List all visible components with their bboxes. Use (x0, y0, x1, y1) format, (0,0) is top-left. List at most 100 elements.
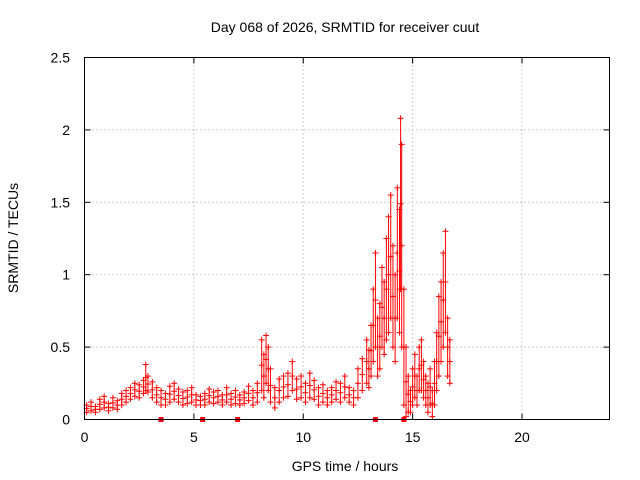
data-point (101, 404, 108, 411)
data-point (241, 388, 248, 395)
data-point (446, 380, 453, 387)
data-point (254, 389, 261, 396)
data-point (370, 358, 377, 365)
data-point (153, 384, 160, 391)
data-point (363, 336, 370, 343)
data-point (153, 399, 160, 406)
data-point (241, 400, 248, 407)
data-point (368, 373, 375, 380)
data-point (422, 373, 429, 380)
data-point (193, 396, 200, 403)
data-point (179, 402, 186, 409)
data-point (267, 382, 274, 389)
grid (84, 57, 610, 420)
data-point (201, 390, 208, 397)
chart-title: Day 068 of 2026, SRMTID for receiver cuu… (211, 19, 480, 35)
data-point (311, 377, 318, 384)
data-point (245, 383, 252, 390)
data-point (254, 380, 261, 387)
data-point (414, 402, 420, 409)
data-point (354, 394, 361, 401)
data-point (302, 399, 309, 406)
data-point (306, 382, 313, 389)
data-point (219, 396, 226, 403)
data-point (201, 402, 208, 409)
data-point (319, 381, 326, 388)
data-point (389, 242, 396, 249)
data-point (324, 394, 331, 401)
data-point (328, 384, 335, 391)
data-point (101, 393, 108, 400)
data-point (315, 393, 322, 400)
data-point (210, 400, 217, 407)
data-point (394, 184, 401, 191)
x-tick-label: 10 (295, 429, 311, 445)
data-point (193, 391, 200, 398)
data-point (298, 383, 305, 390)
data-point (158, 387, 165, 394)
data-point (381, 351, 388, 358)
data-point (171, 388, 178, 395)
data-point (123, 387, 130, 394)
data-point (284, 381, 291, 388)
data-point (131, 380, 138, 387)
data-point (241, 394, 248, 401)
data-point (376, 365, 383, 372)
x-tick-label: 0 (81, 429, 89, 445)
data-point (123, 393, 130, 400)
data-point (96, 406, 103, 413)
data-point (123, 399, 130, 406)
data-point (245, 397, 252, 404)
data-point (284, 393, 291, 400)
data-point (184, 394, 191, 401)
data-point (405, 373, 412, 380)
data-point (223, 391, 230, 398)
data-points (83, 115, 453, 420)
data-point (153, 391, 160, 398)
data-point (438, 358, 445, 365)
data-point (236, 391, 243, 398)
data-point (379, 264, 385, 271)
plot-frame (84, 57, 610, 420)
data-point (333, 378, 340, 385)
data-point (228, 402, 235, 409)
data-point (127, 384, 134, 391)
data-point (284, 370, 291, 377)
data-point (298, 373, 305, 380)
data-point (142, 361, 149, 368)
data-point (337, 399, 344, 406)
y-tick-label: 0.5 (51, 339, 71, 355)
x-tick-label: 15 (405, 429, 421, 445)
data-point (289, 387, 296, 394)
data-point (162, 396, 169, 403)
data-point (127, 390, 134, 397)
data-point (346, 391, 353, 398)
data-point (354, 365, 361, 372)
data-point (280, 373, 287, 380)
data-point (407, 409, 414, 416)
data-point (446, 336, 453, 343)
data-point (387, 192, 394, 199)
data-point (175, 399, 182, 406)
data-point (359, 355, 366, 362)
data-point (236, 396, 243, 403)
data-point (431, 402, 438, 409)
data-point (293, 375, 300, 382)
data-point (411, 351, 418, 358)
data-point (188, 384, 195, 391)
data-point (109, 399, 116, 406)
data-point (206, 399, 213, 406)
data-point (210, 394, 217, 401)
data-point (280, 383, 287, 390)
data-point (267, 365, 274, 372)
data-point (267, 399, 274, 406)
data-point (392, 358, 399, 365)
data-point (175, 386, 182, 393)
data-point (328, 399, 335, 406)
data-point (210, 388, 217, 395)
data-point (149, 386, 156, 393)
data-point (435, 373, 442, 380)
data-point (298, 394, 305, 401)
data-point (232, 387, 239, 394)
